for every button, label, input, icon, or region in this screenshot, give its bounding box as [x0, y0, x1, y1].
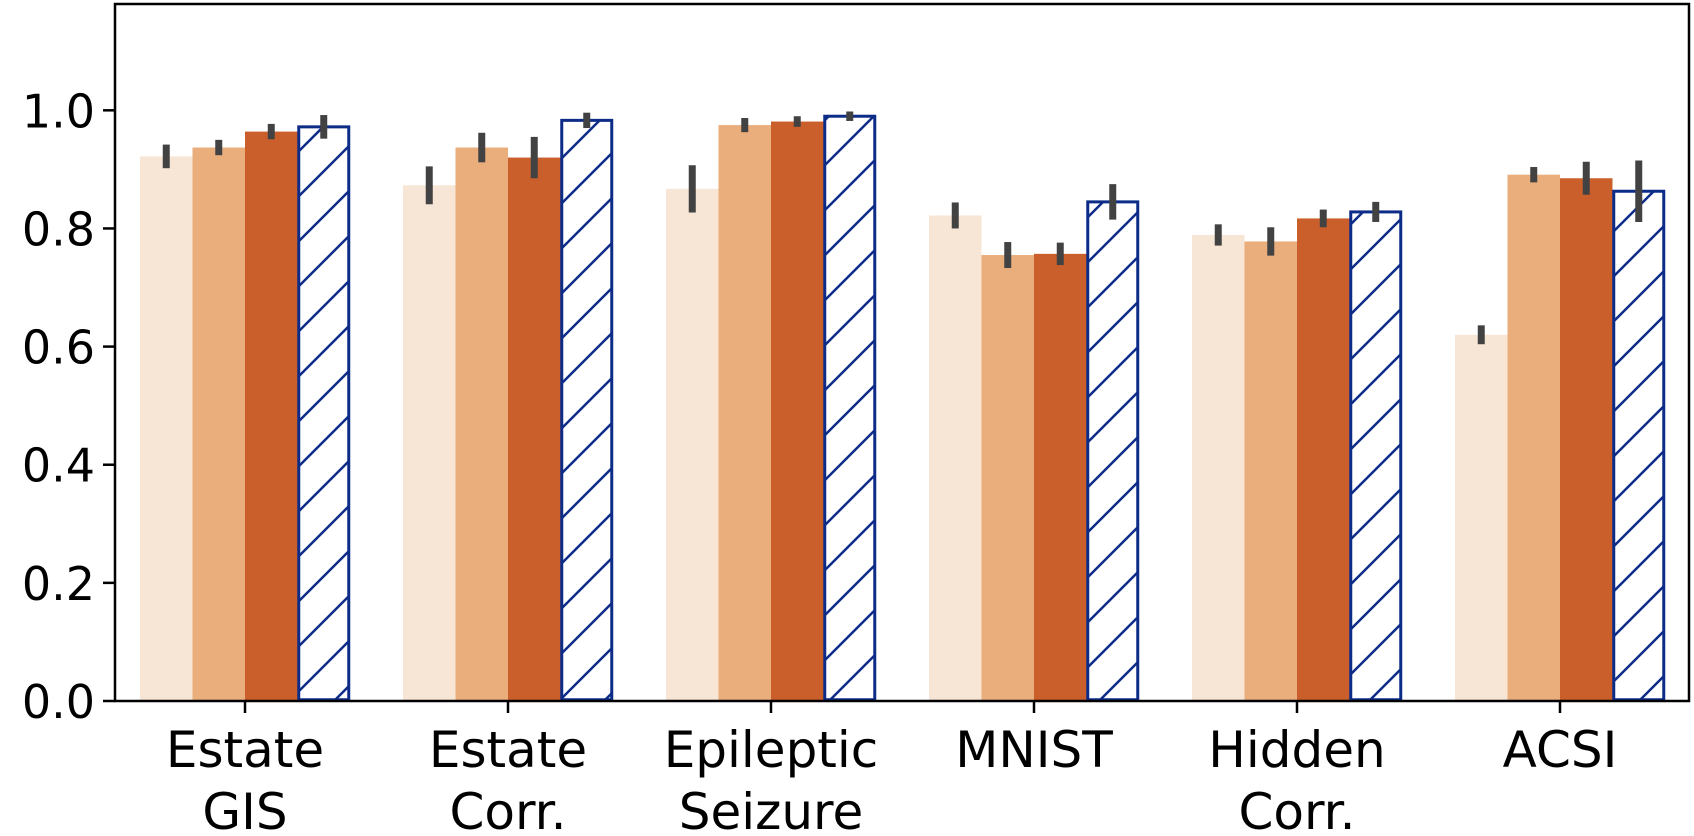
- y-tick-label: 0.0: [22, 675, 95, 729]
- x-tick-label: GIS: [202, 783, 287, 836]
- x-tick-label: Corr.: [449, 783, 566, 836]
- y-tick-label: 0.8: [22, 202, 95, 256]
- bar-series-3-1: [508, 157, 561, 701]
- bar-series-1-5: [1455, 334, 1508, 701]
- bar-series-4-2: [823, 114, 877, 702]
- y-tick-label: 1.0: [22, 84, 95, 138]
- x-tick-label: ACSI: [1503, 721, 1618, 779]
- bar-series-2-5: [1507, 174, 1560, 701]
- plot-frame: [113, 2, 1691, 703]
- bar-series-1-3: [929, 215, 982, 701]
- bar-series-1-1: [403, 185, 456, 701]
- x-axis: EstateGISEstateCorr.EpilepticSeizureMNIS…: [166, 701, 1618, 836]
- bar-series-3-2: [771, 121, 824, 701]
- x-tick-label: Estate: [166, 721, 324, 779]
- y-axis: 0.0 0.2 0.4 0.6 0.8 1.0: [22, 84, 115, 729]
- bar-series-3-5: [1560, 178, 1613, 701]
- y-tick-label: 0.2: [22, 557, 95, 611]
- bar-series-4-5: [1612, 189, 1666, 702]
- x-tick-label: Epileptic: [664, 721, 879, 779]
- bar-series-2-1: [455, 147, 508, 702]
- bar-series-3-3: [1034, 253, 1087, 701]
- bar-series-2-3: [981, 255, 1034, 701]
- bar-series-2-2: [718, 125, 771, 701]
- x-tick-label: Hidden: [1208, 721, 1385, 779]
- bar-series-1-4: [1192, 234, 1245, 701]
- x-tick-label: MNIST: [955, 721, 1113, 779]
- y-tick-label: 0.6: [22, 321, 95, 375]
- bar-series-4-3: [1086, 200, 1140, 702]
- bar-series-1-0: [140, 156, 193, 702]
- bar-series-4-1: [560, 118, 614, 702]
- bar-series-4-0: [297, 125, 351, 702]
- bar-series-3-0: [245, 131, 298, 702]
- bar-series-2-4: [1244, 241, 1297, 701]
- bar-series-1-2: [666, 188, 719, 701]
- x-tick-label: Corr.: [1238, 783, 1355, 836]
- bar-series-3-4: [1297, 218, 1350, 701]
- x-tick-label: Estate: [429, 721, 587, 779]
- x-tick-label: Seizure: [679, 783, 864, 836]
- bars-layer: [140, 114, 1666, 702]
- bar-series-4-4: [1349, 210, 1403, 702]
- y-tick-label: 0.4: [22, 439, 95, 493]
- bar-series-2-0: [192, 147, 245, 702]
- error-bars-layer: [162, 111, 1643, 345]
